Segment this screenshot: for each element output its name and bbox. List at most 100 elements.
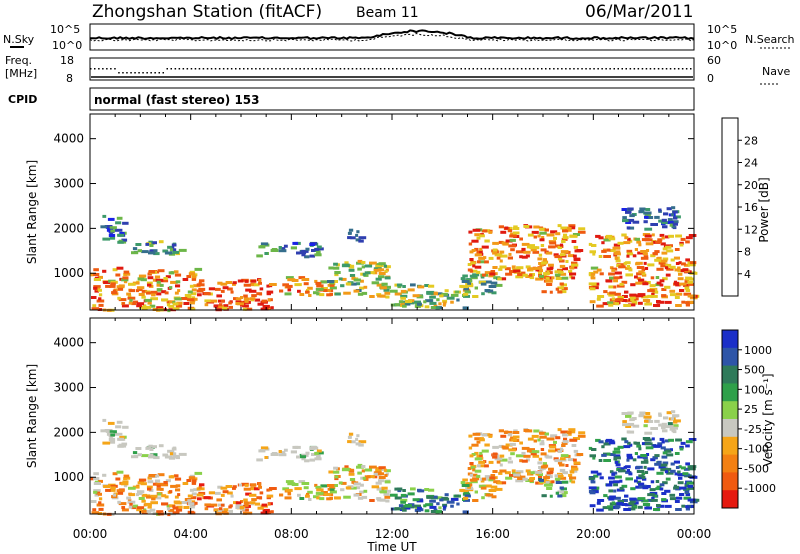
power-cell [572, 233, 580, 236]
velocity-cell [484, 484, 492, 488]
power-cell [396, 283, 403, 287]
velocity-cell [172, 506, 179, 510]
power-cell [282, 283, 289, 287]
velocity-cell [644, 471, 649, 474]
power-cell [608, 237, 616, 241]
colorbar-tick-label: 4 [744, 268, 751, 281]
x-tick-label: 20:00 [576, 527, 611, 541]
velocity-cell [416, 499, 424, 503]
power-cell [527, 268, 531, 272]
frequency-dot [545, 68, 547, 70]
velocity-cell [232, 485, 237, 489]
velocity-cell [601, 453, 607, 457]
power-cell [407, 288, 415, 292]
frequency-dot [597, 68, 599, 70]
power-cell [151, 293, 156, 297]
velocity-cell [662, 451, 668, 455]
velocity-cell [314, 483, 318, 487]
power-cell [259, 287, 264, 291]
velocity-cell [471, 443, 479, 447]
power-cell [256, 292, 262, 296]
power-cell [109, 284, 116, 288]
velocity-cell [238, 483, 242, 487]
velocity-cell [104, 429, 113, 432]
power-cell [601, 249, 607, 253]
power-cell [554, 273, 561, 277]
power-cell [348, 231, 352, 235]
frequency-dot [339, 68, 342, 70]
power-cell [319, 293, 325, 297]
velocity-cell [348, 472, 355, 476]
velocity-cell [264, 456, 268, 459]
power-cell [351, 276, 356, 280]
power-cell [225, 281, 233, 284]
velocity-cell [539, 435, 547, 439]
power-cell [367, 271, 375, 275]
power-cell [97, 288, 102, 292]
power-cell [496, 256, 501, 260]
power-cell [621, 280, 628, 284]
power-cell [404, 302, 411, 306]
power-cell [98, 303, 104, 307]
power-colorbar-label: Power [dB] [757, 177, 771, 242]
frequency-dot [355, 68, 358, 70]
velocity-cell [549, 445, 557, 449]
power-cell [647, 263, 655, 267]
velocity-cell [625, 414, 632, 418]
velocity-cell [344, 465, 349, 469]
power-cell [175, 304, 183, 308]
velocity-cell [640, 454, 647, 457]
power-cell [573, 254, 577, 258]
power-cell [278, 249, 287, 253]
power-cell [334, 280, 338, 283]
power-cell [260, 307, 269, 311]
power-cell [557, 224, 562, 228]
power-cell [123, 280, 128, 284]
velocity-cell [156, 496, 162, 500]
velocity-cell [400, 498, 408, 502]
velocity-cell [679, 486, 687, 490]
velocity-cell [172, 454, 180, 458]
sky-right-tick-top: 10^5 [707, 23, 737, 36]
power-cell [608, 285, 613, 289]
velocity-cell [240, 500, 244, 503]
power-cell [573, 245, 579, 249]
power-cell [360, 279, 364, 283]
velocity-cell [454, 494, 460, 498]
velocity-cell [371, 485, 380, 489]
velocity-cell [97, 492, 102, 496]
frequency-dot [271, 68, 273, 70]
power-cell [188, 272, 196, 276]
power-cell [93, 273, 100, 276]
power-cell [645, 216, 654, 219]
power-cell [424, 305, 430, 309]
velocity-cell [313, 495, 319, 499]
velocity-cell [474, 469, 482, 473]
power-cell [385, 295, 390, 299]
velocity-cell [121, 508, 129, 512]
power-cell [213, 304, 219, 308]
velocity-cell [511, 469, 516, 473]
power-cell [478, 256, 485, 260]
frequency-dot [98, 68, 100, 70]
power-cell [532, 250, 540, 254]
power-cell [474, 286, 478, 290]
x-tick-label: 16:00 [475, 527, 510, 541]
power-cell [472, 295, 479, 298]
velocity-cell [394, 507, 400, 511]
power-cell [297, 289, 301, 293]
velocity-cell [689, 465, 697, 469]
colorbar-cell [722, 436, 738, 456]
frequency-dot [476, 68, 479, 70]
power-cell [121, 278, 129, 282]
velocity-cell [659, 483, 665, 487]
velocity-cell [192, 501, 198, 505]
velocity-cell [662, 481, 668, 485]
power-cell [221, 306, 228, 310]
velocity-cell [613, 489, 617, 493]
velocity-cell [554, 459, 562, 463]
velocity-cell [424, 509, 430, 513]
velocity-cell [548, 449, 556, 453]
velocity-cell [666, 471, 674, 475]
velocity-cell [160, 483, 169, 487]
